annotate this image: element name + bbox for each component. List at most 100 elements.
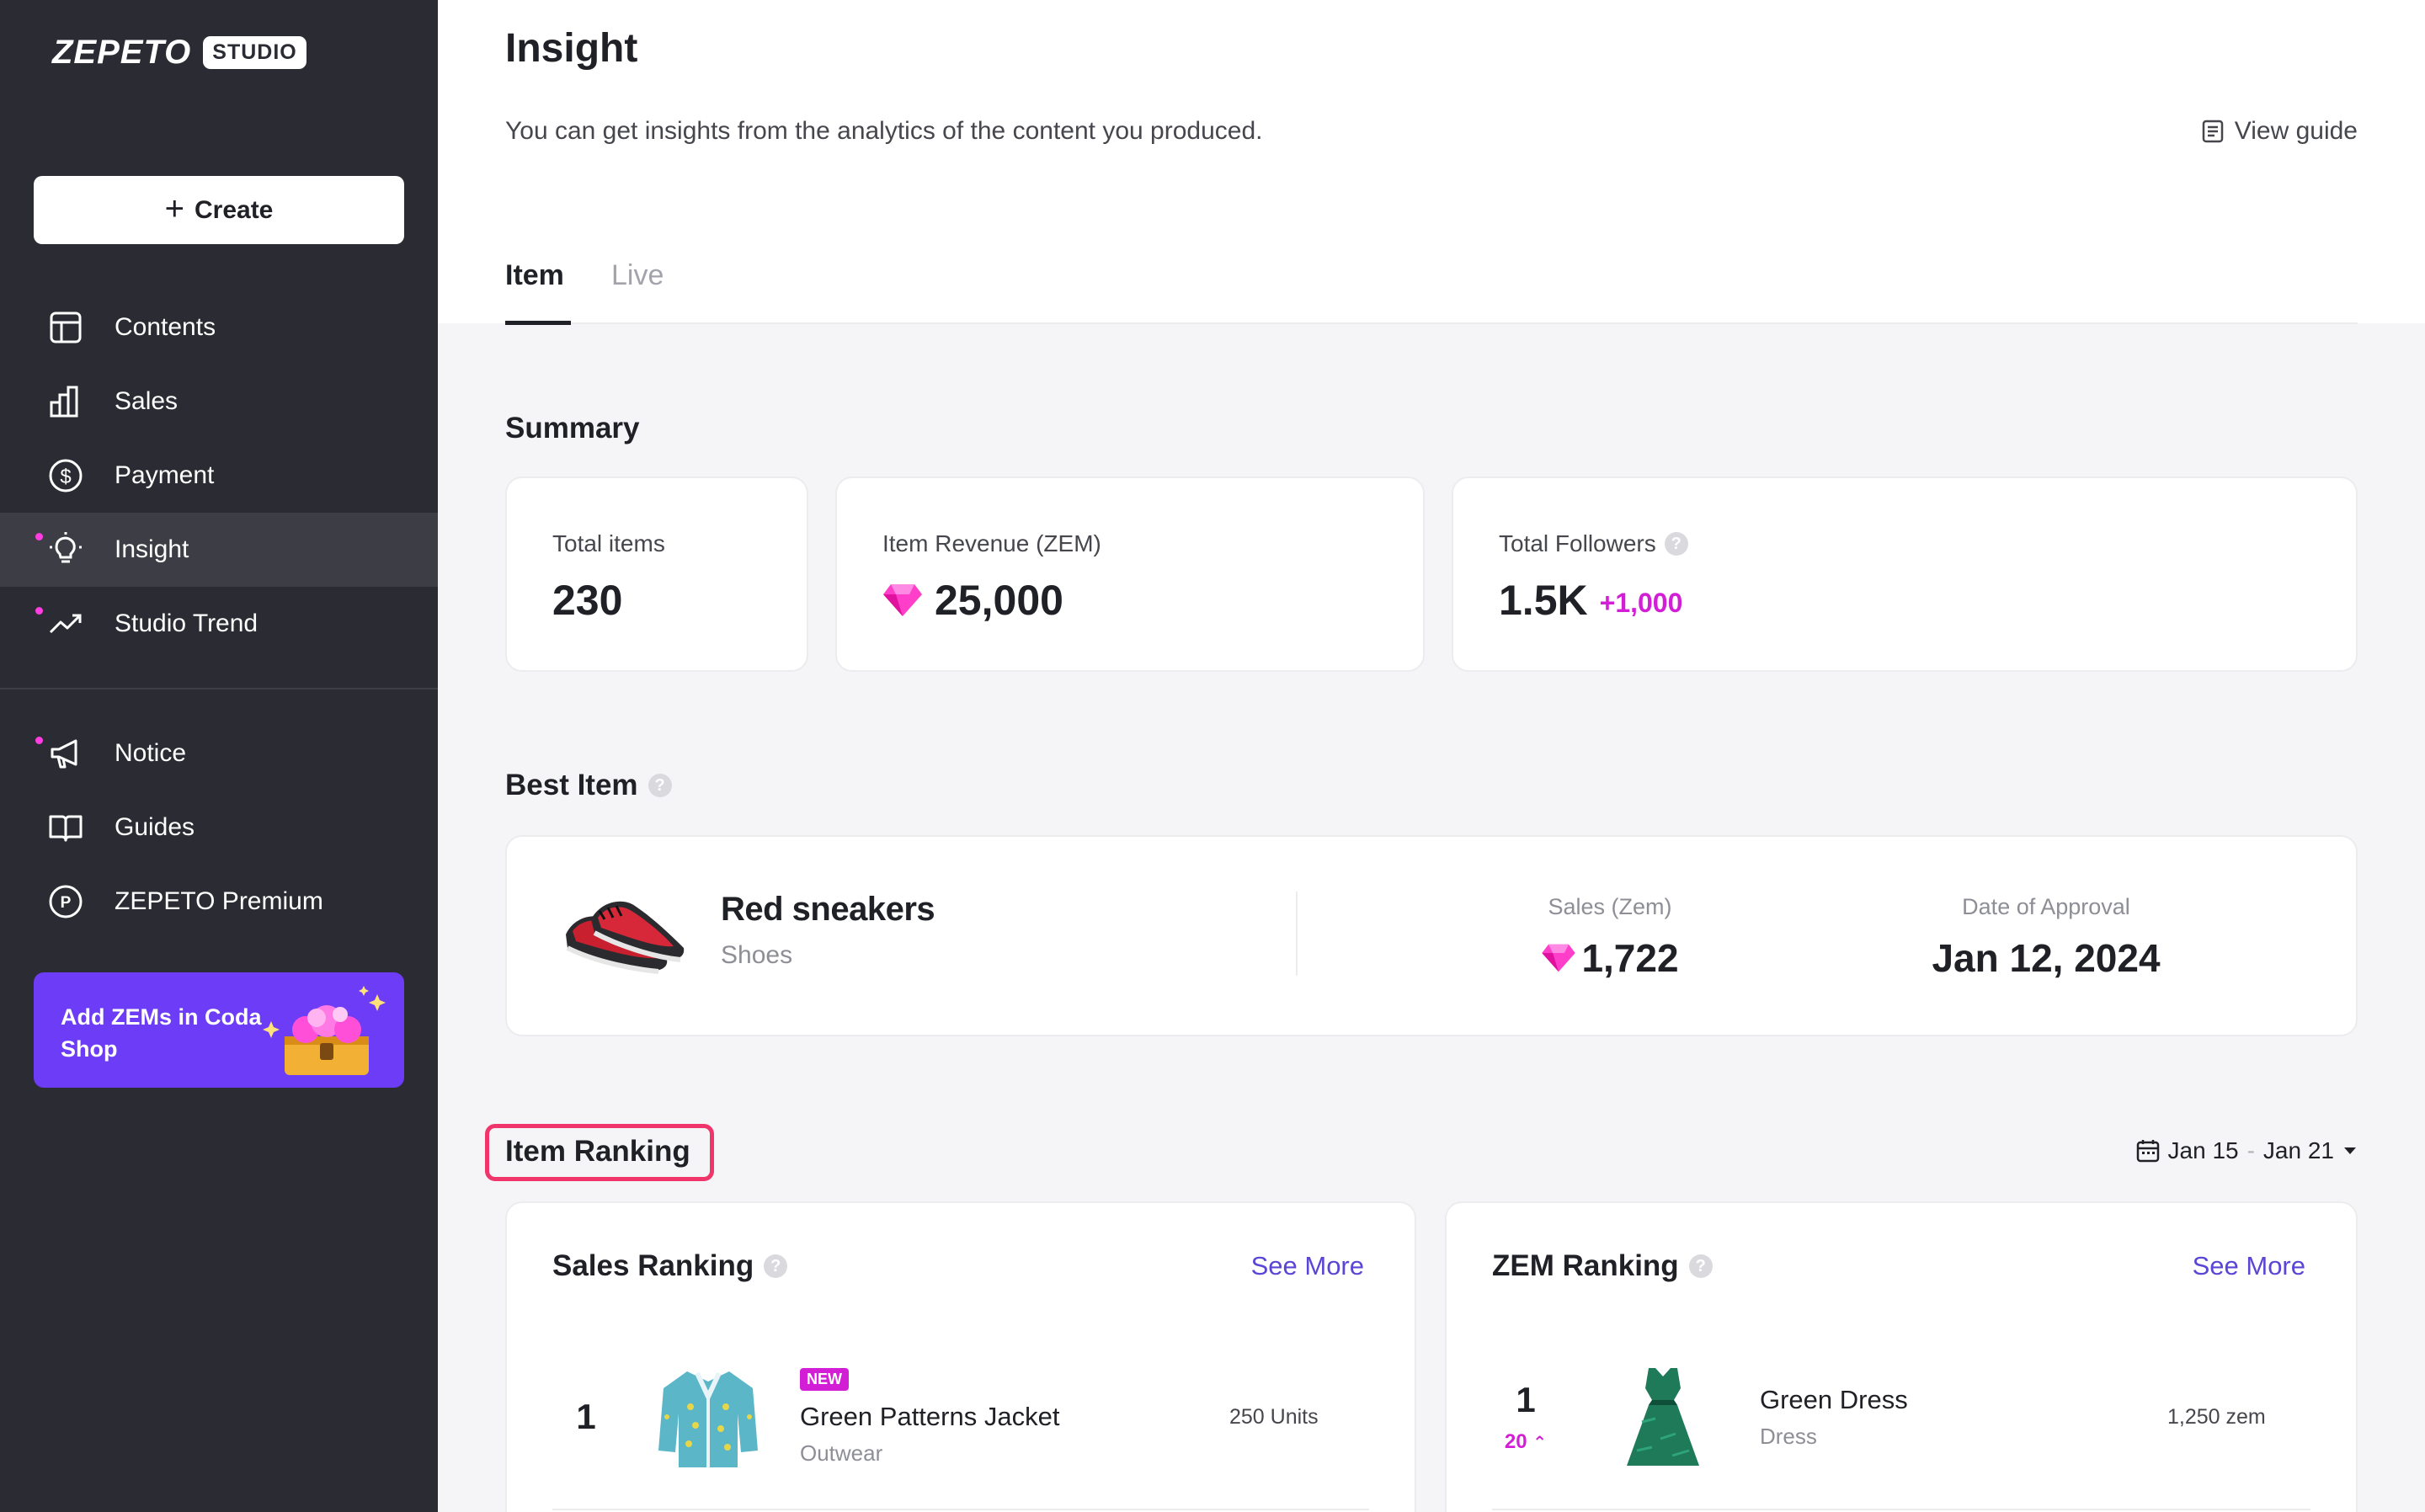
rank-change: 20 ⌃ (1492, 1430, 1559, 1454)
sidebar-item-studio-trend[interactable]: Studio Trend (0, 587, 438, 661)
help-icon[interactable]: ? (1664, 532, 1688, 556)
layout-icon (50, 311, 82, 343)
view-guide-link[interactable]: View guide (2201, 117, 2358, 146)
date-start: Jan 15 (2167, 1137, 2239, 1163)
red-sneakers-thumbnail (566, 901, 685, 974)
help-icon[interactable]: ? (764, 1254, 788, 1278)
total-items-card: Total items 230 (505, 476, 808, 672)
ranked-item-category: Dress (1760, 1424, 1817, 1449)
item-ranking-title-text: Item Ranking (505, 1135, 690, 1168)
zepeto-studio-logo[interactable]: ZEPETO STUDIO (52, 34, 306, 72)
book-icon (49, 815, 83, 842)
sidebar-divider (0, 688, 438, 689)
treasure-chest-icon (263, 986, 386, 1075)
sidebar-item-label: Guides (115, 813, 195, 841)
item-revenue-label: Item Revenue (ZEM) (882, 530, 1101, 556)
help-icon[interactable]: ? (1688, 1254, 1713, 1278)
sidebar-item-payment[interactable]: $ Payment (0, 439, 438, 513)
tabs-divider (505, 322, 2358, 324)
total-followers-label: Total Followers ? (1499, 530, 1688, 557)
coda-shop-promo-banner[interactable]: Add ZEMs in Coda Shop (34, 972, 404, 1088)
sidebar-item-notice[interactable]: Notice (0, 716, 438, 791)
item-ranking-section-title: Item Ranking (505, 1135, 690, 1169)
sidebar-item-label: Contents (115, 313, 216, 341)
create-button[interactable]: + Create (34, 176, 404, 244)
sidebar-item-label: ZEPETO Premium (115, 887, 323, 915)
bar-chart-icon (50, 386, 78, 418)
green-dress-thumbnail (1627, 1368, 1699, 1466)
sidebar-item-guides[interactable]: Guides (0, 791, 438, 865)
rank-number: 1 (1516, 1380, 1536, 1419)
sidebar-item-insight[interactable]: Insight (0, 513, 438, 587)
double-chevron-up-icon: ⌃ (1532, 1434, 1548, 1452)
best-item-name: Red sneakers (721, 891, 935, 928)
sales-ranking-card: Sales Ranking ? See More 1 NEW Green Pat… (505, 1201, 1416, 1512)
sidebar-item-label: Sales (115, 387, 179, 415)
ranked-item-category: Outwear (800, 1440, 883, 1466)
main-header-area (438, 0, 2425, 323)
tab-item[interactable]: Item (505, 259, 564, 291)
page-description: You can get insights from the analytics … (505, 117, 1263, 145)
rank-change-value: 20 (1504, 1430, 1527, 1453)
best-item-title-text: Best Item (505, 769, 638, 801)
item-revenue-card: Item Revenue (ZEM) 25,000 (835, 476, 1425, 672)
page-title: Insight (505, 26, 638, 71)
calendar-icon (2136, 1140, 2159, 1163)
best-item-category: Shoes (721, 941, 793, 969)
sidebar: ZEPETO STUDIO + Create Contents Sales $ … (0, 0, 438, 1512)
help-icon[interactable]: ? (648, 774, 672, 797)
total-followers-label-text: Total Followers (1499, 530, 1656, 556)
total-items-label: Total items (552, 530, 665, 556)
ranked-item-name: Green Patterns Jacket (800, 1402, 1060, 1431)
date-of-approval-value: Jan 12, 2024 (1932, 936, 2161, 980)
sidebar-item-label: Studio Trend (115, 610, 258, 637)
ranked-item-zem: 1,250 zem (2167, 1405, 2266, 1429)
tab-live[interactable]: Live (611, 259, 664, 291)
sidebar-item-label: Insight (115, 535, 189, 563)
new-badge: NEW (800, 1368, 849, 1391)
sidebar-item-label: Payment (115, 461, 215, 489)
total-items-number: 230 (552, 577, 623, 624)
item-revenue-number: 25,000 (935, 577, 1063, 624)
active-tab-indicator (505, 321, 571, 325)
best-item-sales-stat: Sales (Zem) 1,722 (1433, 894, 1787, 981)
view-guide-label: View guide (2234, 117, 2358, 145)
zem-ranking-card: ZEM Ranking ? See More 1 20 ⌃ Green Dres… (1445, 1201, 2358, 1512)
sales-zem-value: 1,722 (1433, 935, 1787, 981)
plus-icon: + (164, 189, 184, 227)
green-patterns-jacket-thumbnail (658, 1371, 758, 1467)
logo-wordmark: ZEPETO (52, 34, 192, 71)
caret-down-icon (2344, 1147, 2356, 1154)
sidebar-item-sales[interactable]: Sales (0, 365, 438, 439)
zem-gem-icon (1542, 944, 1576, 972)
best-item-card[interactable]: Red sneakers Shoes Sales (Zem) 1,722 Dat… (505, 835, 2358, 1036)
sidebar-item-contents[interactable]: Contents (0, 290, 438, 365)
total-followers-card: Total Followers ? 1.5K +1,000 (1452, 476, 2358, 672)
sales-ranking-see-more-link[interactable]: See More (1250, 1251, 1364, 1280)
date-range-picker[interactable]: Jan 15 - Jan 21 (2136, 1137, 2358, 1164)
row-divider (1492, 1509, 2310, 1510)
date-of-approval-label: Date of Approval (1962, 894, 2130, 919)
unread-dot (35, 737, 43, 744)
sidebar-item-zepeto-premium[interactable]: P ZEPETO Premium (0, 865, 438, 939)
sales-ranking-title: Sales Ranking ? (552, 1249, 788, 1283)
zem-ranking-title-text: ZEM Ranking (1492, 1249, 1679, 1282)
date-end: Jan 21 (2262, 1137, 2334, 1163)
svg-text:P: P (61, 894, 72, 912)
sidebar-item-label: Notice (115, 739, 187, 767)
sales-zem-number: 1,722 (1581, 936, 1679, 980)
total-followers-number: 1.5K (1499, 577, 1588, 624)
best-item-approval-stat: Date of Approval Jan 12, 2024 (1869, 894, 2223, 981)
sales-zem-label: Sales (Zem) (1548, 894, 1672, 919)
zem-gem-icon (883, 584, 922, 616)
zem-ranking-see-more-link[interactable]: See More (2192, 1251, 2305, 1280)
document-icon (2202, 120, 2224, 143)
summary-title-text: Summary (505, 412, 640, 445)
total-followers-value: 1.5K +1,000 (1499, 576, 1682, 625)
premium-circle-icon: P (49, 885, 83, 918)
megaphone-icon (51, 739, 77, 769)
promo-text: Add ZEMs in Coda Shop (61, 1004, 262, 1062)
lightbulb-icon (50, 532, 82, 563)
ranked-item-name: Green Dress (1760, 1385, 1908, 1414)
create-button-label: Create (194, 195, 274, 224)
